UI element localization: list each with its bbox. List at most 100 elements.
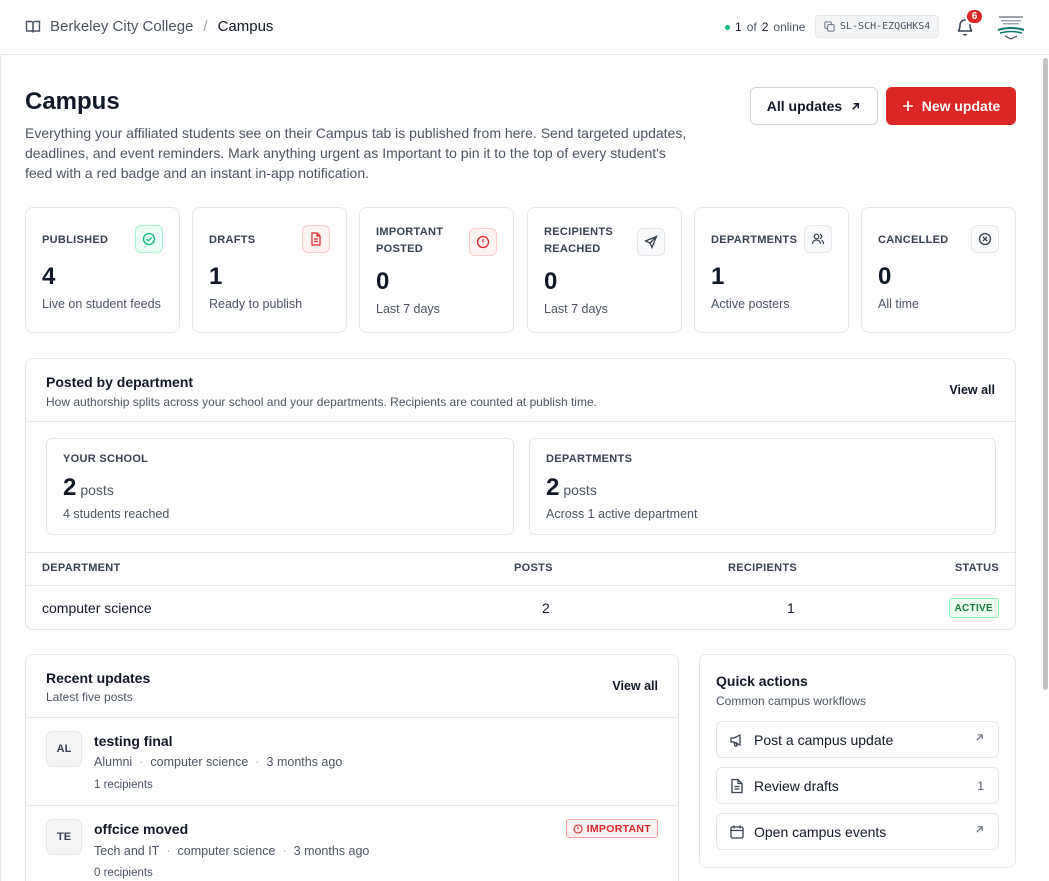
update-title: testing final — [94, 733, 173, 749]
stat-label: RECIPIENTS REACHED — [544, 226, 614, 255]
stat-label: DEPARTMENTS — [711, 234, 798, 246]
users-icon — [804, 225, 832, 253]
update-department: computer science — [177, 844, 276, 858]
posted-by-department-card: Posted by department How authorship spli… — [25, 358, 1016, 630]
departments-posts: 2 posts — [546, 474, 597, 502]
your-school-label: YOUR SCHOOL — [63, 453, 149, 465]
arrow-up-right-icon — [975, 825, 984, 834]
your-school-posts: 2 posts — [63, 474, 114, 502]
stat-value: 1 — [209, 263, 223, 290]
online-count: 1 — [735, 20, 742, 34]
drafts-count: 1 — [977, 779, 984, 793]
stat-value: 4 — [42, 263, 56, 290]
vertical-scrollbar[interactable] — [1043, 58, 1048, 690]
recent-updates-card: Recent updates Latest five posts View al… — [25, 654, 679, 881]
arrow-up-right-icon — [975, 733, 984, 742]
department-posts: 2 — [542, 600, 550, 616]
quick-action-post-campus-update[interactable]: Post a campus update — [716, 721, 999, 758]
stat-value: 0 — [544, 268, 558, 295]
breadcrumb: Berkeley City College / Campus — [25, 18, 273, 35]
your-school-unit: posts — [80, 482, 114, 498]
stat-card-departments: DEPARTMENTS 1 Active posters — [694, 207, 849, 333]
left-divider — [0, 55, 1, 881]
quick-action-review-drafts[interactable]: Review drafts 1 — [716, 767, 999, 804]
recent-updates-title: Recent updates — [46, 670, 151, 686]
stat-sub: All time — [878, 297, 919, 311]
quick-actions-title: Quick actions — [716, 673, 808, 689]
update-title: offcice moved — [94, 821, 189, 837]
recent-updates-view-all-link[interactable]: View all — [612, 679, 658, 693]
school-code-copy-button[interactable]: SL-SCH-EZQGHKS4 — [815, 15, 940, 38]
meta-separator: · — [255, 755, 260, 769]
update-meta: Tech and IT · computer science · 3 month… — [94, 844, 369, 858]
update-department: computer science — [150, 755, 249, 769]
meta-separator: · — [166, 844, 171, 858]
avatar: AL — [46, 731, 82, 767]
department-view-all-link[interactable]: View all — [949, 383, 995, 397]
notifications-bell-icon[interactable] — [955, 17, 975, 37]
quick-action-open-campus-events[interactable]: Open campus events — [716, 813, 999, 850]
online-of: of — [746, 20, 757, 34]
stat-value: 0 — [878, 263, 892, 290]
all-updates-label: All updates — [766, 98, 843, 114]
stat-label: PUBLISHED — [42, 234, 109, 246]
your-school-summary: YOUR SCHOOL 2 posts 4 students reached — [46, 438, 514, 535]
department-card-title: Posted by department — [46, 374, 194, 390]
document-icon — [729, 778, 745, 794]
status-badge: ACTIVE — [948, 598, 999, 618]
avatar: TE — [46, 819, 82, 855]
update-recipients: 0 recipients — [94, 867, 153, 879]
breadcrumb-org-link[interactable]: Berkeley City College — [50, 18, 194, 35]
stat-value: 0 — [376, 268, 390, 295]
update-meta: Alumni · computer science · 3 months ago — [94, 755, 342, 769]
divider — [26, 585, 1015, 586]
alert-circle-icon — [573, 823, 583, 834]
college-logo[interactable] — [995, 13, 1027, 41]
column-header-recipients: RECIPIENTS — [728, 562, 798, 574]
notification-count-badge: 6 — [965, 8, 984, 25]
megaphone-icon — [729, 732, 745, 748]
departments-summary: DEPARTMENTS 2 posts Across 1 active depar… — [529, 438, 996, 535]
stat-sub: Live on student feeds — [42, 297, 161, 311]
departments-label: DEPARTMENTS — [546, 453, 633, 465]
stat-card-important-posted: IMPORTANT POSTED 0 Last 7 days — [359, 207, 514, 333]
stat-card-cancelled: CANCELLED 0 All time — [861, 207, 1016, 333]
meta-separator: · — [139, 755, 144, 769]
update-audience: Alumni — [94, 755, 133, 769]
stat-sub: Ready to publish — [209, 297, 303, 311]
divider — [26, 421, 1015, 422]
online-dot-icon — [725, 24, 730, 30]
quick-action-label: Post a campus update — [754, 732, 894, 748]
departments-value: 2 — [546, 474, 560, 501]
school-code: SL-SCH-EZQGHKS4 — [840, 21, 931, 32]
update-time: 3 months ago — [293, 844, 370, 858]
book-icon — [25, 19, 41, 35]
stat-label: CANCELLED — [878, 234, 949, 246]
stat-sub: Active posters — [711, 297, 790, 311]
send-icon — [637, 228, 665, 256]
department-card-subtitle: How authorship splits across your school… — [46, 395, 597, 409]
stat-card-published: PUBLISHED 4 Live on student feeds — [25, 207, 180, 333]
your-school-sub: 4 students reached — [63, 507, 170, 521]
quick-actions-subtitle: Common campus workflows — [716, 694, 867, 708]
stat-value: 1 — [711, 263, 725, 290]
top-bar: Berkeley City College / Campus 1 of 2 on… — [0, 0, 1049, 55]
divider — [26, 552, 1015, 553]
new-update-button[interactable]: New update — [886, 87, 1016, 125]
update-time: 3 months ago — [266, 755, 343, 769]
calendar-icon — [729, 824, 745, 840]
all-updates-button[interactable]: All updates — [750, 87, 878, 125]
new-update-label: New update — [921, 98, 1001, 114]
departments-sub: Across 1 active department — [546, 507, 698, 521]
stat-label: DRAFTS — [209, 234, 256, 246]
breadcrumb-separator: / — [203, 18, 208, 35]
important-badge: IMPORTANT — [565, 819, 658, 838]
divider — [26, 805, 678, 806]
online-total: 2 — [761, 20, 769, 34]
meta-separator: · — [282, 844, 287, 858]
column-header-department: DEPARTMENT — [42, 562, 121, 574]
update-audience: Tech and IT — [94, 844, 160, 858]
x-circle-icon — [971, 225, 999, 253]
breadcrumb-current-page: Campus — [217, 18, 274, 35]
column-header-posts: POSTS — [514, 562, 553, 574]
